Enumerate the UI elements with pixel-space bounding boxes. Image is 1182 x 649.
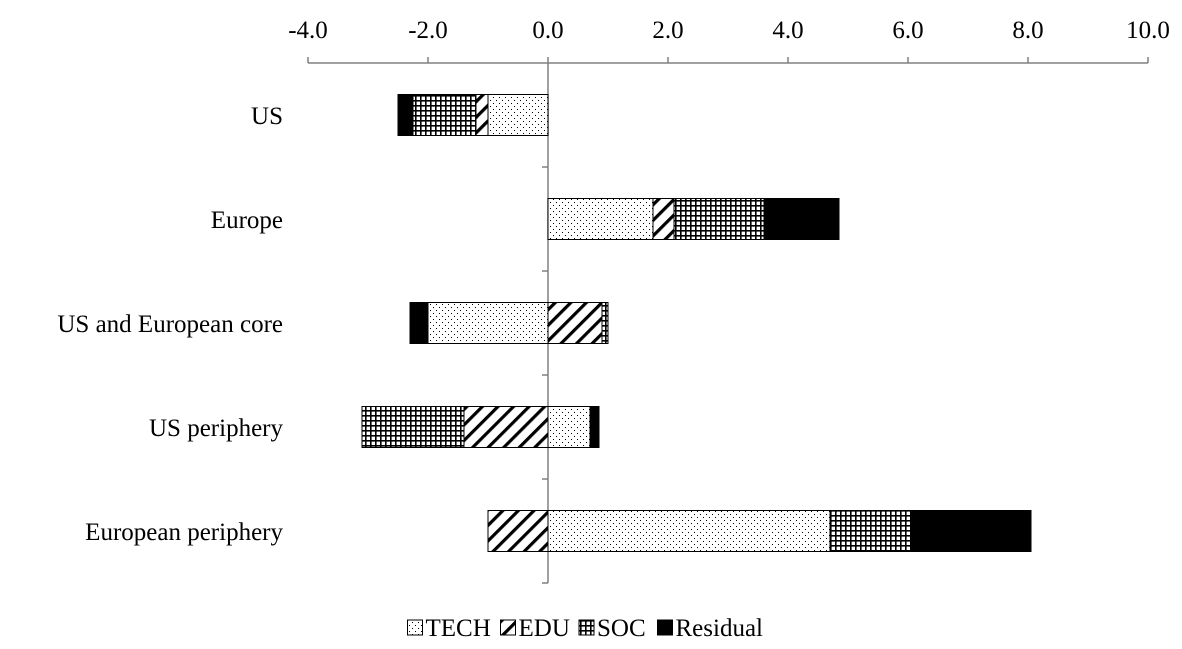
bar-segment-soc	[601, 302, 609, 344]
bar-segment-residual	[589, 406, 600, 448]
bar-segment-residual	[763, 198, 840, 240]
bar-segment-residual	[910, 510, 1032, 552]
category-label: European periphery	[85, 519, 283, 546]
bar-segment-soc	[361, 406, 465, 448]
labels-layer: US Europe US and European core US periphery…	[57, 103, 283, 546]
bar-segment-soc	[412, 94, 477, 136]
legend-item-tech: TECH	[407, 615, 491, 642]
legend-label: Residual	[676, 615, 764, 642]
bar-segment-soc	[673, 198, 765, 240]
x-tick-label: 2.0	[652, 17, 683, 44]
x-tick-label: 8.0	[1012, 17, 1043, 44]
bar-segment-tech	[427, 302, 549, 344]
bar-segment-edu	[475, 94, 489, 136]
legend-swatch-tech	[407, 619, 423, 636]
bar-segment-tech	[487, 94, 549, 136]
bar-segment-tech	[547, 198, 654, 240]
x-tick-label: 10.0	[1126, 17, 1170, 44]
legend: TECH EDU SOC Residual	[407, 615, 764, 642]
category-label: Europe	[211, 207, 283, 234]
x-tick-label: -2.0	[408, 17, 448, 44]
legend-swatch-soc	[578, 619, 595, 636]
legend-swatch-edu	[500, 619, 516, 636]
x-tick-label: 0.0	[532, 17, 563, 44]
category-label: US and European core	[57, 311, 283, 338]
bar-segment-residual	[409, 302, 429, 344]
x-tick-label: -4.0	[288, 17, 328, 44]
bar-segment-soc	[829, 510, 912, 552]
bar-segment-residual	[397, 94, 414, 136]
bars-layer	[361, 94, 1032, 552]
bar-segment-edu	[547, 302, 603, 344]
bar-segment-edu	[487, 510, 549, 552]
bar-segment-tech	[547, 510, 831, 552]
legend-item-edu: EDU	[500, 615, 570, 642]
bar-segment-edu	[652, 198, 675, 240]
legend-item-soc: SOC	[578, 615, 646, 642]
legend-label: SOC	[597, 615, 646, 642]
legend-label: TECH	[426, 615, 491, 642]
legend-label: EDU	[519, 615, 570, 642]
category-label: US periphery	[149, 415, 283, 442]
legend-item-residual: Residual	[657, 615, 764, 642]
category-label: US	[251, 103, 283, 130]
legend-swatch-residual	[657, 619, 673, 636]
bar-segment-tech	[547, 406, 591, 448]
x-tick-label: 4.0	[772, 17, 803, 44]
x-tick-label: 6.0	[892, 17, 923, 44]
bar-segment-edu	[463, 406, 549, 448]
